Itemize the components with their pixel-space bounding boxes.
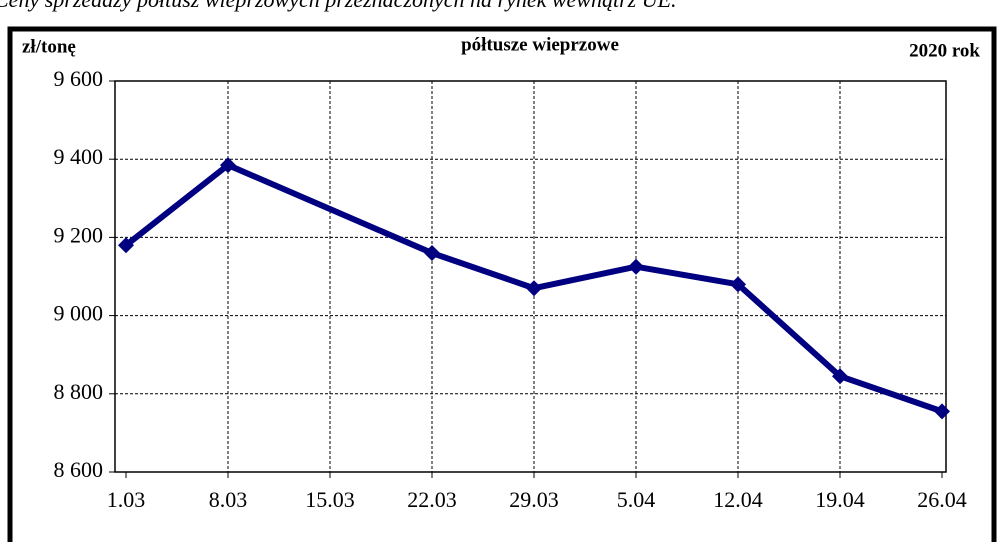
y-tick-label: 8 800 — [54, 379, 104, 404]
point-marker — [220, 157, 236, 174]
y-tick-label: 8 600 — [54, 457, 104, 482]
x-tick-label: 5.04 — [617, 487, 656, 512]
x-tick-label: 22.03 — [407, 487, 457, 512]
x-tick-label: 1.03 — [107, 487, 146, 512]
y-tick-label: 9 200 — [54, 222, 104, 247]
plot-frame — [114, 80, 947, 473]
y-tick-label: 9 600 — [54, 66, 104, 91]
point-marker — [934, 403, 950, 420]
x-tick-label: 19.04 — [815, 487, 865, 512]
annotation: 2020 rok — [909, 40, 980, 61]
x-tick-label: 12.04 — [713, 487, 763, 512]
y-tick-label: 9 400 — [54, 144, 104, 169]
y-axis-label: zł/tonę — [22, 36, 76, 57]
x-tick-label: 26.04 — [917, 487, 967, 512]
point-marker — [118, 237, 134, 254]
chart-title: Ceny sprzedaży półtusz wieprzowych przez… — [0, 0, 677, 12]
point-marker — [832, 368, 848, 385]
x-tick-label: 29.03 — [509, 487, 559, 512]
line-series — [124, 162, 943, 415]
point-marker — [424, 245, 440, 262]
point-marker — [628, 258, 644, 275]
chart-subtitle: półtusze wieprzowe — [461, 34, 619, 55]
x-tick-label: 8.03 — [209, 487, 248, 512]
point-marker — [526, 280, 542, 297]
point-marker — [730, 276, 746, 293]
y-tick-label: 9 000 — [54, 301, 104, 326]
chart-frame — [7, 26, 997, 547]
x-tick-label: 15.03 — [305, 487, 355, 512]
